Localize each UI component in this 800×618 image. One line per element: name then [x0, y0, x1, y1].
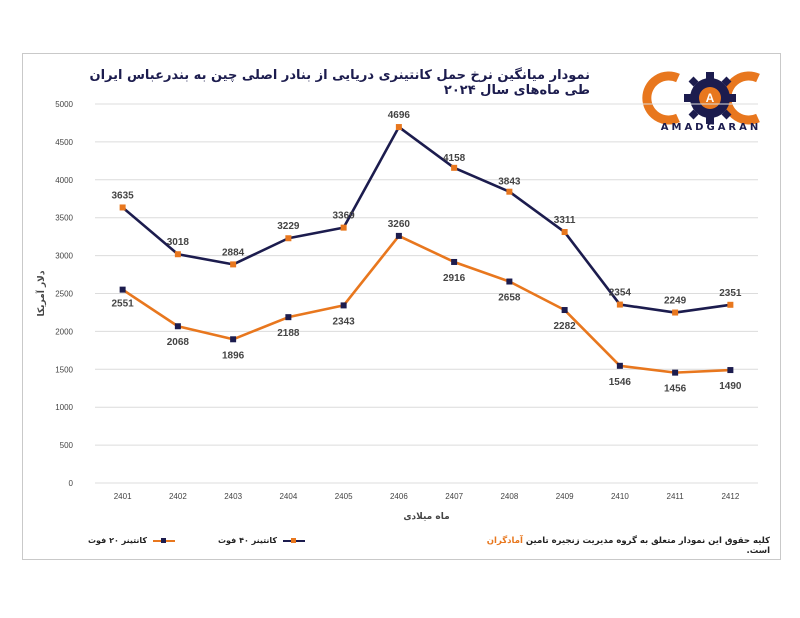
series-line-20ft	[121, 234, 731, 374]
legend-item-40ft: کانتینر ۴۰ فوت	[218, 536, 306, 545]
data-point	[395, 124, 402, 131]
data-label: 1546	[609, 377, 632, 388]
data-label: 3635	[112, 190, 135, 201]
data-point	[672, 369, 679, 376]
y-tick-label: 500	[60, 441, 74, 450]
x-axis-title: ماه میلادی	[403, 512, 449, 522]
y-tick-label: 3500	[55, 214, 73, 223]
chart-title: نمودار میانگین نرخ حمل کانتینری دریایی ا…	[89, 68, 590, 98]
amadgaran-logo: A	[642, 71, 760, 125]
data-point	[727, 367, 734, 374]
legend-swatch-40ft	[283, 537, 306, 543]
data-point	[285, 314, 292, 321]
data-point	[119, 286, 126, 293]
data-label: 3260	[388, 219, 411, 230]
data-label: 4158	[443, 153, 466, 164]
y-tick-label: 4500	[55, 138, 73, 147]
data-point	[616, 301, 623, 308]
data-point	[561, 229, 568, 236]
data-label: 2068	[167, 337, 190, 348]
data-label: 3369	[333, 211, 356, 222]
data-label: 2249	[664, 296, 687, 307]
data-label: 2188	[277, 328, 300, 339]
legend-label-20ft: کانتینر ۲۰ فوت	[88, 536, 148, 545]
data-point	[340, 302, 347, 309]
y-tick-label: 2500	[55, 290, 73, 299]
data-label: 2551	[112, 299, 135, 310]
data-label: 3018	[167, 237, 190, 248]
legend-item-20ft: کانتینر ۲۰ فوت	[88, 536, 176, 545]
data-label: 4696	[388, 110, 411, 121]
x-tick-label: 2403	[224, 492, 242, 501]
data-point	[340, 224, 347, 231]
data-point	[230, 261, 237, 268]
data-point	[616, 362, 623, 369]
data-label: 2884	[222, 247, 245, 258]
data-label: 3843	[498, 177, 521, 188]
data-label: 3229	[277, 221, 300, 232]
copyright-note: کلیه حقوق این نمودار متعلق به گروه مدیری…	[470, 536, 770, 556]
y-tick-label: 2000	[55, 327, 73, 336]
data-label: 2354	[609, 288, 632, 299]
data-label: 2916	[443, 273, 466, 284]
data-point	[174, 323, 181, 330]
data-label: 2343	[333, 316, 356, 327]
data-point	[506, 188, 513, 195]
y-axis-title: دلار آمریکا	[35, 270, 47, 316]
data-label: 3311	[554, 215, 576, 226]
legend-label-40ft: کانتینر ۴۰ فوت	[218, 536, 278, 545]
x-tick-label: 2408	[500, 492, 518, 501]
data-point	[395, 232, 402, 239]
x-tick-label: 2407	[445, 492, 463, 501]
data-point	[174, 251, 181, 258]
copyright-brand: آمادگران	[486, 536, 523, 546]
x-tick-label: 2409	[556, 492, 574, 501]
data-point	[727, 301, 734, 308]
x-tick-label: 2405	[335, 492, 353, 501]
data-label: 2282	[554, 321, 577, 332]
data-label: 2351	[719, 288, 742, 299]
series-line-40ft	[121, 125, 731, 314]
logo-letter: A	[706, 91, 715, 105]
x-tick-label: 2401	[114, 492, 132, 501]
copyright-text-after: است.	[746, 546, 771, 556]
legend-swatch-20ft	[153, 537, 176, 543]
x-tick-label: 2406	[390, 492, 408, 501]
y-tick-label: 0	[69, 479, 74, 488]
data-point	[285, 235, 292, 242]
data-point	[451, 164, 458, 171]
y-tick-label: 1000	[55, 403, 73, 412]
x-tick-label: 2411	[667, 492, 685, 501]
x-tick-label: 2404	[279, 492, 297, 501]
y-tick-label: 3000	[55, 252, 73, 261]
y-tick-label: 1500	[55, 365, 73, 374]
x-tick-label: 2410	[611, 492, 629, 501]
data-label: 1896	[222, 350, 245, 361]
data-label: 1456	[664, 384, 687, 395]
data-point	[672, 309, 679, 316]
y-tick-label: 4000	[55, 176, 73, 185]
data-point	[506, 278, 513, 285]
x-tick-label: 2402	[169, 492, 187, 501]
data-point	[561, 307, 568, 314]
data-point	[230, 336, 237, 343]
logo-text: AMADGARAN	[660, 122, 762, 133]
x-tick-label: 2412	[721, 492, 739, 501]
data-point	[119, 204, 126, 211]
y-tick-label: 5000	[55, 100, 73, 109]
data-label: 2658	[498, 293, 521, 304]
copyright-text-before: کلیه حقوق این نمودار متعلق به گروه مدیری…	[522, 536, 770, 546]
data-point	[451, 258, 458, 265]
data-label: 1490	[719, 381, 742, 392]
